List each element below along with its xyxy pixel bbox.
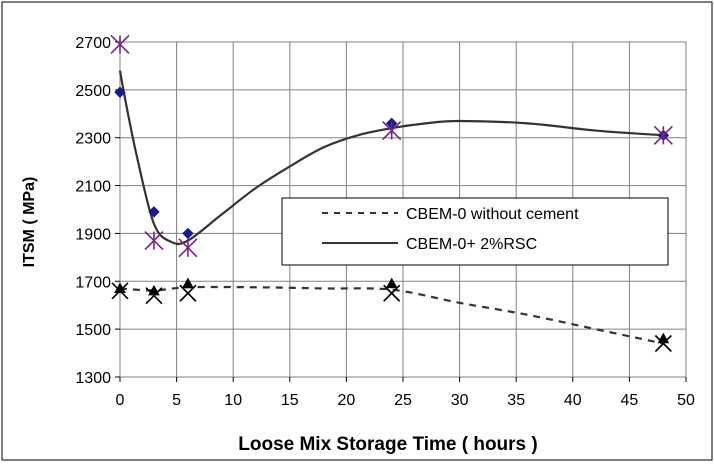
x-tick-label: 45 <box>621 392 639 409</box>
point-rsc-star-0 <box>110 34 130 54</box>
point-rsc-star-3 <box>382 120 402 141</box>
point-rsc-star-4 <box>653 125 673 145</box>
y-axis-title: ITSM ( MPa) <box>21 177 38 268</box>
series-line-0 <box>119 285 664 345</box>
y-tick-label: 2500 <box>75 83 111 100</box>
point-rsc-diamond-2 <box>182 227 194 240</box>
legend-box <box>281 197 669 266</box>
x-tick-label: 5 <box>172 392 181 409</box>
y-tick-label: 1900 <box>75 226 111 243</box>
y-tick-label: 1500 <box>75 322 111 339</box>
x-tick-label: 40 <box>564 392 582 409</box>
tick-labels: 0 5 10 15 20 25 30 35 40 45 50 1300 1500 1700 1900 2100… <box>75 35 695 409</box>
point-rsc-diamond-1 <box>148 206 160 218</box>
point-rsc-diamond-0 <box>114 86 126 98</box>
legend-label-rsc: CBEM-0+ 2%RSC <box>406 236 537 253</box>
legend: CBEM-0 without cement CBEM-0+ 2%RSC <box>281 197 669 266</box>
point-without-cement-x-4 <box>654 334 672 353</box>
point-without-cement-x-2 <box>179 284 197 302</box>
x-tick-label: 20 <box>338 392 356 409</box>
x-tick-label: 0 <box>116 392 125 409</box>
point-without-cement-x-3 <box>383 284 401 302</box>
y-tick-label: 2700 <box>75 35 111 52</box>
y-tick-label: 2300 <box>75 131 111 148</box>
y-tick-label: 2100 <box>75 179 111 196</box>
y-tick-label: 1300 <box>75 370 111 387</box>
y-tick-label: 1700 <box>75 274 111 291</box>
marker-layer <box>110 34 673 353</box>
legend-label-without-cement: CBEM-0 without cement <box>406 206 579 223</box>
point-without-cement-x-1 <box>145 287 163 305</box>
x-tick-label: 35 <box>507 392 525 409</box>
x-tick-label: 10 <box>224 392 242 409</box>
x-tick-label: 50 <box>677 392 695 409</box>
point-without-cement-x-0 <box>111 282 129 300</box>
point-rsc-star-1 <box>144 231 164 251</box>
series-line-1 <box>118 70 664 246</box>
series-layer <box>118 70 664 345</box>
point-without-cement-triangle-3 <box>385 277 398 289</box>
point-without-cement-triangle-2 <box>182 277 194 289</box>
x-tick-label: 15 <box>281 392 299 409</box>
x-tick-label: 30 <box>451 392 469 409</box>
x-tick-label: 25 <box>394 392 412 409</box>
x-axis-title: Loose Mix Storage Time ( hours ) <box>238 434 537 455</box>
point-rsc-star-2 <box>178 238 198 258</box>
